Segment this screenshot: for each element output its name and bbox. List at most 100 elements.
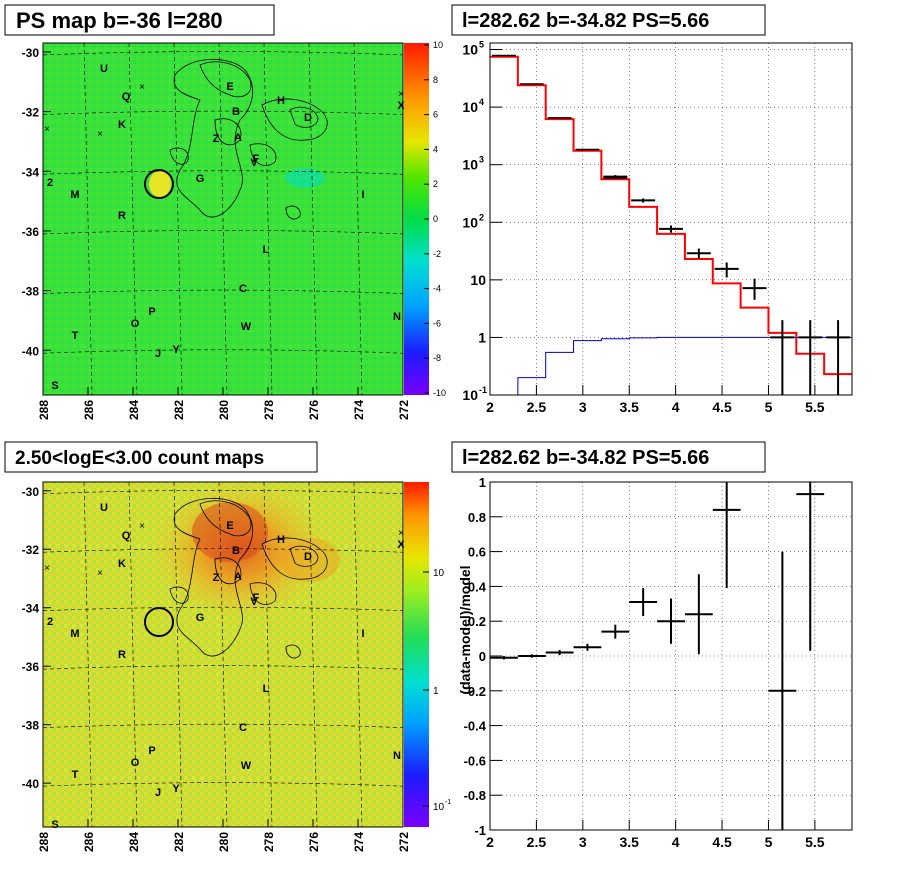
map-x-tick-label: 286 [82,400,96,420]
map-grid-lon-line [353,42,363,396]
residual-x-tick-label: 2.5 [527,834,547,850]
spectrum-y-tick-exponent: 5 [479,40,484,50]
ps-map-title: PS map b=-36 l=280 [16,8,223,33]
source-cross-marker: × [139,82,145,93]
residual-y-tick-label: 0 [479,649,486,664]
spectrum-title-box [451,4,766,36]
source-label: I [361,189,364,201]
map-grid-lon-line [83,42,93,396]
count-map-contours [169,497,328,659]
ps-map-target-circle [144,169,174,199]
residual-data-points [490,482,825,830]
map-contour [289,106,319,128]
colorbar-tick-label: -6 [433,318,441,328]
map-contour [261,537,328,580]
map-y-tick-label: -38 [22,285,40,299]
count-map-axes: -30 -32 -34 -36 -38 -40 288 286 284 282 280 278 276 2… [22,485,411,852]
source-cross-marker: × [97,568,103,579]
source-label: M [70,189,79,201]
colorbar-tick-label: -2 [433,249,441,259]
spectrum-y-tick-label: 10 [462,387,478,403]
spectrum-background-line [490,336,852,396]
residual-y-tick-label: -1 [474,823,486,838]
source-label: K [118,119,126,131]
map-contour [285,644,301,659]
count-map-coordinate-grid [42,481,404,828]
colorbar-tick-label: 0 [433,214,438,224]
map-x-tick-label: 284 [127,832,141,852]
source-label: H [277,95,285,107]
spectrum-title: l=282.62 b=-34.82 PS=5.66 [462,10,709,32]
source-label: H [277,534,285,546]
spectrum-plot-area [490,43,852,395]
residual-x-tick-label: 3 [579,834,587,850]
map-contour [173,58,254,218]
source-label: D [304,551,312,563]
residual-x-tick-label: 2 [486,834,494,850]
source-label: W [241,321,252,333]
spectrum-frame [489,42,853,396]
source-label: 2 [47,616,53,628]
map-grid-lon-line [263,481,273,828]
map-x-tick-label: 282 [172,400,186,420]
count-map-secondary [280,538,340,582]
colorbar-tick-label: -4 [433,284,441,294]
map-x-tick-label: 274 [352,832,366,852]
source-label: K [118,558,126,570]
source-label: Y [172,344,180,356]
map-grid-lon-line [218,42,228,396]
colorbar-tick-label: -10 [433,388,446,398]
count-map-target-circle [144,607,174,637]
map-x-tick-label: 278 [262,400,276,420]
count-map-title: 2.50<logE<3.00 count maps [15,448,264,469]
residual-x-tick-label: 5 [765,834,773,850]
map-contour [285,205,301,220]
map-y-tick-label: -36 [22,225,40,239]
map-x-tick-label: 288 [37,832,51,852]
map-contour [249,143,277,166]
source-label: L [263,244,270,256]
source-label: W [241,760,252,772]
source-label: G [196,612,205,624]
source-label: U [100,63,108,75]
map-contour [199,500,252,537]
source-label: U [100,502,108,514]
source-label: P [148,306,155,318]
source-label: E [226,81,233,93]
source-label: Q [122,91,131,103]
spectrum-y-tick-label: 10 [470,272,486,288]
residual-x-tick-label: 4 [672,834,680,850]
colorbar-tick-exponent: -1 [445,799,451,806]
map-x-tick-label: 272 [397,400,411,420]
source-cross-marker: × [398,528,404,539]
map-y-tick-label: -30 [22,46,40,60]
source-cross-marker: × [44,563,50,574]
source-cross-marker: × [398,89,404,100]
residual-y-tick-label: 1 [479,475,486,490]
source-label: V [250,157,258,169]
source-label: S [51,380,58,392]
source-label: X [397,100,405,112]
map-x-tick-label: 288 [37,400,51,420]
spectrum-y-tick-label: 10 [462,157,478,173]
spectrum-data-points [492,54,851,395]
spectrum-y-tick-label: 10 [462,42,478,58]
spectrum-y-tick-exponent: -1 [479,385,487,395]
spectrum-x-tick-label: 3.5 [619,399,639,415]
ps-map-axes: -30 -32 -34 -36 -38 -40 288 286 284 282 280 278 276 2… [22,46,411,420]
source-label: L [263,683,270,695]
spectrum-y-tick-exponent: 2 [479,212,484,222]
source-label: R [118,649,126,661]
spectrum-x-tick-label: 3 [579,399,587,415]
ps-map-colorbar-ticks: 10 8 6 4 2 0 -2 -4 -6 -8 -10 [424,40,446,398]
map-x-tick-label: 286 [82,832,96,852]
source-label: P [148,745,155,757]
map-x-tick-label: 282 [172,832,186,852]
map-grid-lon-line [263,42,273,396]
source-label: B [232,545,240,557]
map-grid-lon-line [128,42,138,396]
